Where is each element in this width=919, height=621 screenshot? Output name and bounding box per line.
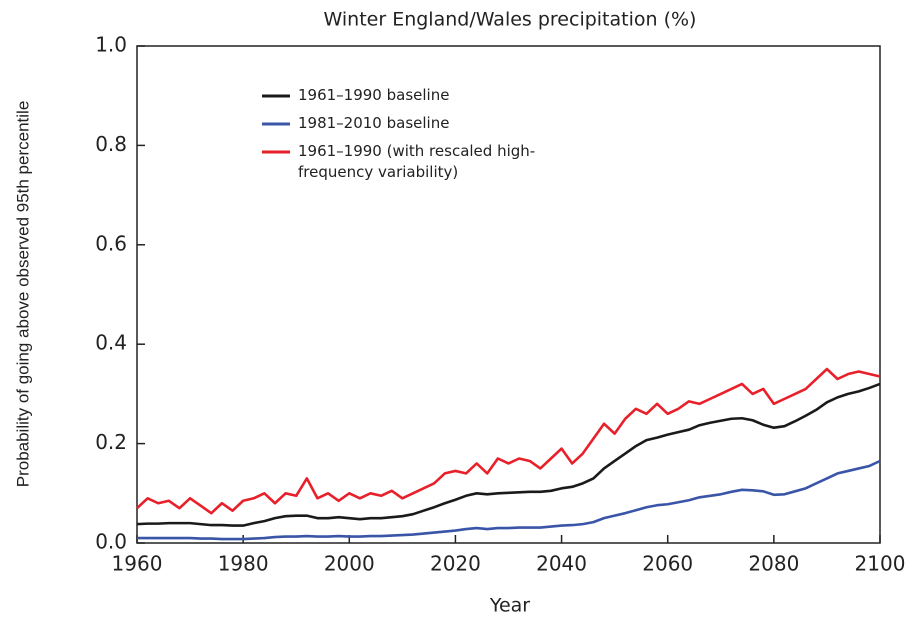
y-tick-label: 0.4 xyxy=(95,331,127,355)
x-axis-label: Year xyxy=(489,595,530,617)
y-axis-label: Probability of going above observed 95th… xyxy=(13,101,32,488)
legend-entry: 1981–2010 baseline xyxy=(298,114,450,132)
plot-frame xyxy=(136,45,881,544)
x-tick-label: 2000 xyxy=(324,552,375,576)
y-tick-label: 0.8 xyxy=(95,132,127,156)
line xyxy=(137,459,881,541)
x-tick-label: 2100 xyxy=(855,552,906,576)
x-tick-label: 2040 xyxy=(536,552,587,576)
x-tick-label: 2080 xyxy=(748,552,799,576)
legend-entry: 1961–1990 baseline xyxy=(298,86,450,104)
x-tick-label: 1980 xyxy=(218,552,269,576)
legend-label: 1961–1990 baseline xyxy=(298,86,450,104)
line xyxy=(136,382,881,527)
y-tick-label: 0.6 xyxy=(95,231,127,255)
y-tick-label: 0.2 xyxy=(95,430,127,454)
x-tick-label: 2020 xyxy=(430,552,481,576)
legend-entry: 1961–1990 (with rescaled high-frequency … xyxy=(298,142,536,181)
x-tick-label: 1960 xyxy=(112,552,163,576)
chart-title: Winter England/Wales precipitation (%) xyxy=(324,9,697,31)
x-tick-label: 2060 xyxy=(642,552,693,576)
legend-label: 1961–1990 (with rescaled high-frequency … xyxy=(298,142,536,181)
line xyxy=(136,367,881,515)
y-tick-label: 1.0 xyxy=(95,33,127,57)
legend-label: 1981–2010 baseline xyxy=(298,114,450,132)
y-tick-label: 0.0 xyxy=(95,530,127,554)
